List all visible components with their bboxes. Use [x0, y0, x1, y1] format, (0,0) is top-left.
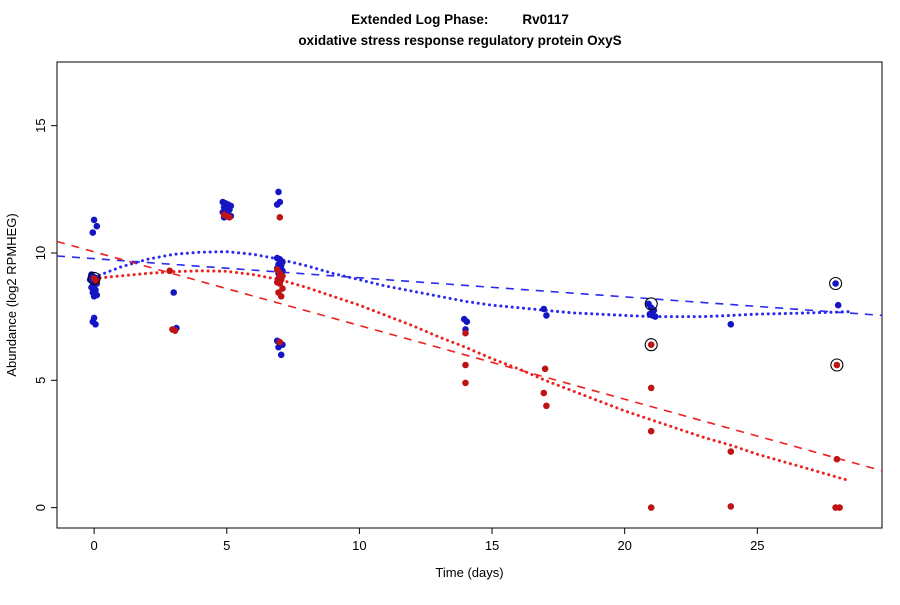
red-point — [543, 402, 550, 410]
outlier-ring — [644, 338, 658, 352]
blue-point — [89, 229, 97, 236]
x-tick-label: 10 — [352, 538, 366, 553]
blue-point — [90, 293, 98, 300]
x-tick-label: 20 — [617, 538, 631, 553]
outlier-ring — [830, 358, 844, 372]
blue-smooth-fit — [87, 250, 852, 319]
blue-point — [651, 313, 659, 320]
red-points — [90, 211, 843, 511]
red-point — [277, 293, 285, 300]
red-linear-fit-path — [56, 240, 883, 472]
red-point — [226, 214, 233, 221]
red-point — [171, 327, 179, 335]
y-axis-label: Abundance (log2 RPMHEG) — [4, 213, 19, 376]
chart-title-line1: Extended Log Phase: Rv0117 — [20, 10, 900, 31]
red-point — [647, 504, 655, 511]
red-point — [541, 365, 549, 373]
chart-title-phase: Extended Log Phase: — [351, 12, 489, 27]
red-point — [540, 389, 548, 397]
blue-point — [275, 343, 282, 351]
blue-point — [834, 301, 842, 309]
red-point — [647, 427, 655, 435]
blue-point — [543, 312, 550, 319]
red-point — [836, 504, 843, 511]
red-point — [276, 214, 284, 221]
red-point — [727, 448, 735, 455]
red-point — [276, 338, 284, 346]
plot-box — [56, 61, 883, 529]
blue-point — [93, 222, 101, 230]
red-point — [647, 384, 655, 392]
y-tick-label: 5 — [33, 377, 48, 384]
chart-title-line2: oxidative stress response regulatory pro… — [298, 32, 622, 48]
red-point — [462, 329, 469, 337]
blue-point — [275, 188, 282, 196]
chart-title: Extended Log Phase: Rv0117 oxidative stre… — [20, 10, 900, 52]
red-point — [833, 455, 841, 463]
x-axis-label: Time (days) — [435, 565, 503, 580]
blue-linear-fit — [56, 255, 883, 317]
y-axis: 0 5 10 15 — [33, 118, 57, 511]
outlier-ring — [644, 297, 658, 311]
red-point — [166, 267, 173, 275]
red-point — [462, 379, 469, 387]
red-smooth-fit — [87, 269, 852, 483]
y-tick-label: 0 — [33, 504, 48, 511]
x-tick-label: 25 — [750, 538, 764, 553]
outlier-ring — [87, 271, 101, 285]
red-linear-fit — [56, 240, 883, 472]
blue-point — [90, 216, 98, 224]
blue-point — [277, 351, 285, 359]
y-tick-label: 10 — [33, 246, 48, 260]
blue-point — [273, 201, 281, 208]
blue-point — [540, 305, 548, 313]
outlier-ring — [829, 276, 843, 291]
red-smooth-fit-path — [87, 269, 852, 483]
blue-point — [832, 280, 839, 287]
red-point — [647, 341, 655, 349]
chart-title-gene: Rv0117 — [522, 12, 569, 27]
outlier-rings — [87, 271, 844, 372]
y-tick-label: 15 — [33, 118, 48, 132]
blue-point — [463, 318, 471, 326]
blue-point — [727, 321, 735, 328]
x-tick-label: 5 — [223, 538, 230, 553]
x-tick-label: 15 — [485, 538, 499, 553]
red-point — [276, 280, 284, 287]
blue-smooth-fit-path — [87, 250, 852, 319]
blue-linear-fit-path — [56, 255, 883, 317]
x-axis: 0 5 10 15 20 25 — [91, 528, 765, 553]
red-point — [727, 503, 735, 510]
x-tick-label: 0 — [91, 538, 98, 553]
blue-point — [92, 321, 99, 328]
red-point — [462, 361, 469, 369]
blue-point — [170, 289, 177, 296]
red-point — [833, 361, 841, 369]
